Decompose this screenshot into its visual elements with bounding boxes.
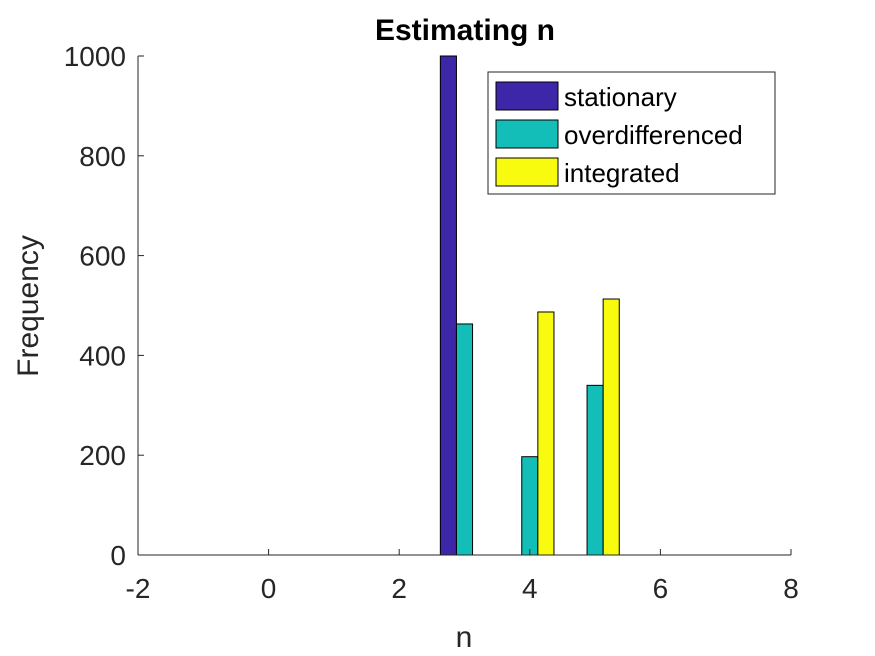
legend: stationary overdifferenced integrated [487,71,776,195]
x-tick-label: 6 [653,573,669,604]
bar-integrated-5 [602,298,620,556]
legend-swatch-stationary [495,81,559,111]
legend-label-integrated: integrated [564,158,680,188]
legend-label-overdifferenced: overdifferenced [564,120,743,150]
legend-swatch-overdifferenced [495,119,559,149]
x-tick-label: -2 [126,573,151,604]
bar-integrated-4 [537,311,555,556]
x-tick-label: 8 [783,573,799,604]
bar-stationary-3 [439,55,457,556]
legend-label-stationary: stationary [564,82,677,112]
bar-overdifferenced-5 [586,384,604,556]
y-tick-label: 800 [79,141,126,172]
y-tick-label: 1000 [64,41,126,72]
bar-overdifferenced-4 [521,456,539,556]
bar-overdifferenced-3 [455,323,474,556]
y-tick-label: 400 [79,340,126,371]
x-tick-label: 4 [522,573,538,604]
y-axis-label: Frequency [12,235,45,377]
x-tick-label: 0 [261,573,277,604]
x-axis-label: n [456,621,473,654]
y-tick-label: 200 [79,440,126,471]
bars-group [439,55,620,556]
legend-swatch-integrated [495,157,559,187]
y-tick-label: 0 [110,540,126,571]
y-tick-label: 600 [79,241,126,272]
x-tick-label: 2 [391,573,407,604]
chart-title: Estimating n [375,14,555,47]
